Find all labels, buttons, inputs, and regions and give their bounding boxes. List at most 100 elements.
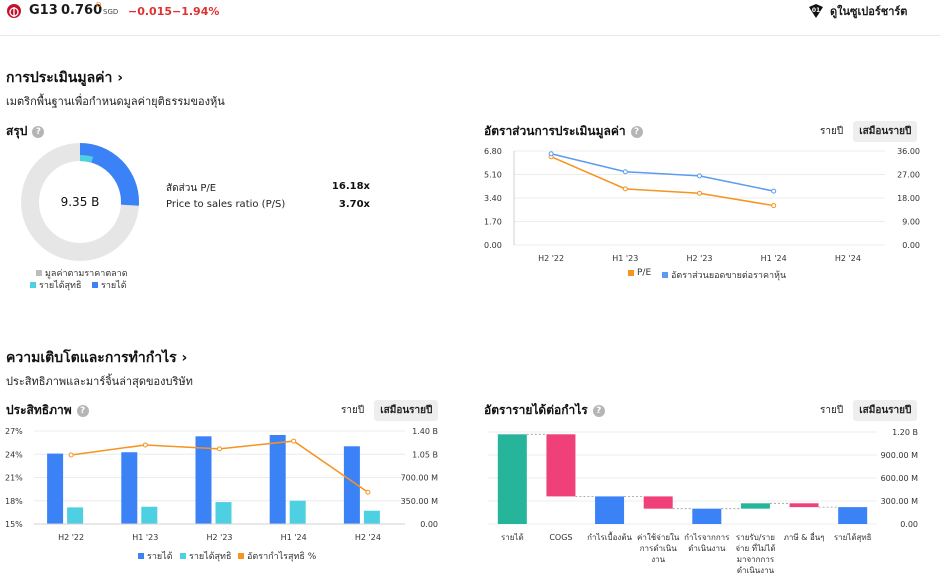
y-left-tick-label: 1.70 [484, 218, 502, 227]
x-tick-label: H2 '23 [686, 254, 712, 263]
x-tick-label: รายได้ [501, 533, 524, 542]
help-icon[interactable]: ? [630, 125, 643, 138]
chevron-right-icon: › [181, 350, 188, 366]
toggle-semi-annual[interactable]: เสมือนรายปี [853, 121, 918, 142]
bar-net-income [141, 506, 158, 524]
x-tick-label: ดำเนินงาน [688, 544, 726, 553]
data-point [217, 446, 222, 452]
summary-card-title: สรุป ? [6, 122, 45, 141]
x-tick-label: ภาษี & อื่นๆ [784, 531, 825, 542]
x-tick-label: COGS [549, 533, 572, 542]
x-tick-label: H2 '23 [206, 533, 232, 542]
y-left-tick-label: 0.00 [484, 241, 502, 250]
legend-label-net-margin: อัตรากำไรสุทธิ % [247, 552, 317, 562]
help-icon[interactable]: ? [76, 404, 89, 417]
help-icon[interactable]: ? [32, 125, 45, 138]
summary-donut-chart: 9.35 B [21, 143, 139, 261]
legend-net-margin[interactable]: อัตรากำไรสุทธิ % [238, 549, 316, 563]
metric-ps-value: 3.70x [338, 199, 370, 210]
bar-revenue [343, 446, 360, 524]
supercharts-link[interactable]: 01 ดูในซูเปอร์ชาร์ต [808, 2, 907, 20]
chevron-right-icon: › [117, 70, 124, 86]
valuation-period-toggle: รายปี เสมือนรายปี [814, 121, 918, 142]
valuation-ratios-title-text: อัตราส่วนการประเมินมูลค่า [484, 124, 626, 138]
x-tick-label: H2 '22 [538, 254, 564, 263]
donut-revenue-arc [21, 143, 139, 261]
waterfall-bar [643, 496, 673, 509]
price-change-percent: −1.94% [172, 5, 220, 18]
toggle-semi-annual[interactable]: เสมือนรายปี [374, 400, 439, 421]
legend-swatch-revenue [92, 282, 98, 288]
legend-market-cap[interactable]: มูลค่าตามราคาตลาด [36, 266, 128, 280]
symbol-header: G13 0.760 D SGD −0.015 −1.94% 01 ดูในซูเ… [0, 0, 940, 24]
y-right-tick-label: 18.00 [897, 194, 920, 203]
metric-pe-label: สัดส่วน P/E [166, 183, 217, 194]
legend-label-pe: P/E [637, 268, 652, 278]
data-point [771, 203, 777, 209]
legend-swatch-net-income [30, 282, 36, 288]
valuation-subtitle: เมตริกพื้นฐานเพื่อกำหนดมูลค่ายุติธรรมของ… [6, 95, 225, 108]
y-right-tick-label: 700.00 M [401, 474, 439, 483]
legend-swatch-ps [662, 272, 668, 278]
growth-section-title[interactable]: ความเติบโตและการทำกำไร › [6, 347, 187, 369]
bar-revenue [121, 452, 138, 524]
toggle-semi-annual[interactable]: เสมือนรายปี [853, 400, 918, 421]
data-point [622, 169, 628, 175]
supercharts-icon: 01 [808, 3, 824, 19]
y-tick-label: 0.00 [900, 520, 918, 529]
valuation-ratios-chart: 6.80 5.10 3.40 1.70 0.00 36.00 27.00 18.00 9.00 0… [484, 147, 920, 263]
metric-pe-value: 16.18x [331, 181, 370, 192]
valuation-title-text: การประเมินมูลค่า [6, 70, 113, 86]
data-point [771, 188, 777, 194]
y-left-tick-label: 24% [5, 450, 23, 459]
legend-net-income[interactable]: รายได้สุทธิ [30, 278, 81, 292]
summary-title-text: สรุป [6, 124, 28, 138]
rev-to-profit-title: อัตรารายได้ต่อกำไร ? [484, 401, 605, 420]
x-tick-label: รายได้สุทธิ [834, 533, 872, 542]
series-line-ps [550, 153, 774, 192]
x-tick-label: H2 '24 [355, 533, 381, 542]
svg-text:01: 01 [812, 7, 820, 14]
legend-revenue[interactable]: รายได้ [138, 549, 173, 563]
toggle-annual[interactable]: รายปี [341, 405, 365, 416]
x-tick-label: จ่าย ที่ไม่ได้ [735, 542, 775, 553]
y-tick-label: 300.00 M [881, 497, 919, 506]
legend-label-ps: อัตราส่วนยอดขายต่อราคาหุ้น [671, 271, 787, 281]
currency-label: SGD [103, 8, 119, 16]
legend-net-income[interactable]: รายได้สุทธิ [180, 549, 231, 563]
bar-revenue [47, 453, 64, 524]
toggle-annual[interactable]: รายปี [820, 126, 844, 137]
x-tick-label: การดำเนิน [640, 544, 678, 553]
toggle-annual[interactable]: รายปี [820, 405, 844, 416]
y-left-tick-label: 27% [5, 427, 23, 436]
y-left-tick-label: 21% [5, 474, 23, 483]
x-tick-label: ค่าใช้จ่ายใน [637, 533, 680, 542]
help-icon[interactable]: ? [592, 404, 605, 417]
growth-subtitle: ประสิทธิภาพและมาร์จิ้นล่าสุดของบริษัท [6, 375, 193, 388]
legend-ps[interactable]: อัตราส่วนยอดขายต่อราคาหุ้น [662, 268, 786, 282]
x-tick-label: กำไรจากการ [684, 533, 730, 542]
bar-net-income [215, 502, 232, 524]
legend-label-net-income: รายได้สุทธิ [39, 281, 82, 291]
valuation-section-title[interactable]: การประเมินมูลค่า › [6, 67, 123, 89]
donut-center-value: 9.35 B [61, 195, 100, 209]
x-tick-label: H1 '23 [132, 533, 158, 542]
legend-label-market-cap: มูลค่าตามราคาตลาด [45, 269, 128, 279]
y-left-tick-label: 15% [5, 520, 23, 529]
legend-label-revenue: รายได้ [147, 552, 173, 562]
last-price: 0.760 [61, 3, 103, 18]
price-change: −0.015 [128, 5, 173, 18]
x-tick-label: มาจากการ [737, 555, 775, 564]
data-point [697, 173, 702, 179]
ticker-symbol[interactable]: G13 [29, 3, 58, 18]
y-tick-label: 600.00 M [881, 474, 919, 483]
x-tick-label: H1 '24 [281, 533, 307, 542]
legend-revenue[interactable]: รายได้ [92, 278, 127, 292]
x-tick-label: H1 '23 [612, 254, 638, 263]
data-point [291, 438, 297, 444]
legend-pe[interactable]: P/E [628, 268, 651, 278]
logo-icon [7, 4, 21, 18]
x-tick-label: ดำเนินงาน [737, 566, 775, 575]
legend-swatch-revenue [138, 553, 144, 559]
x-tick-label: H2 '24 [835, 254, 861, 263]
